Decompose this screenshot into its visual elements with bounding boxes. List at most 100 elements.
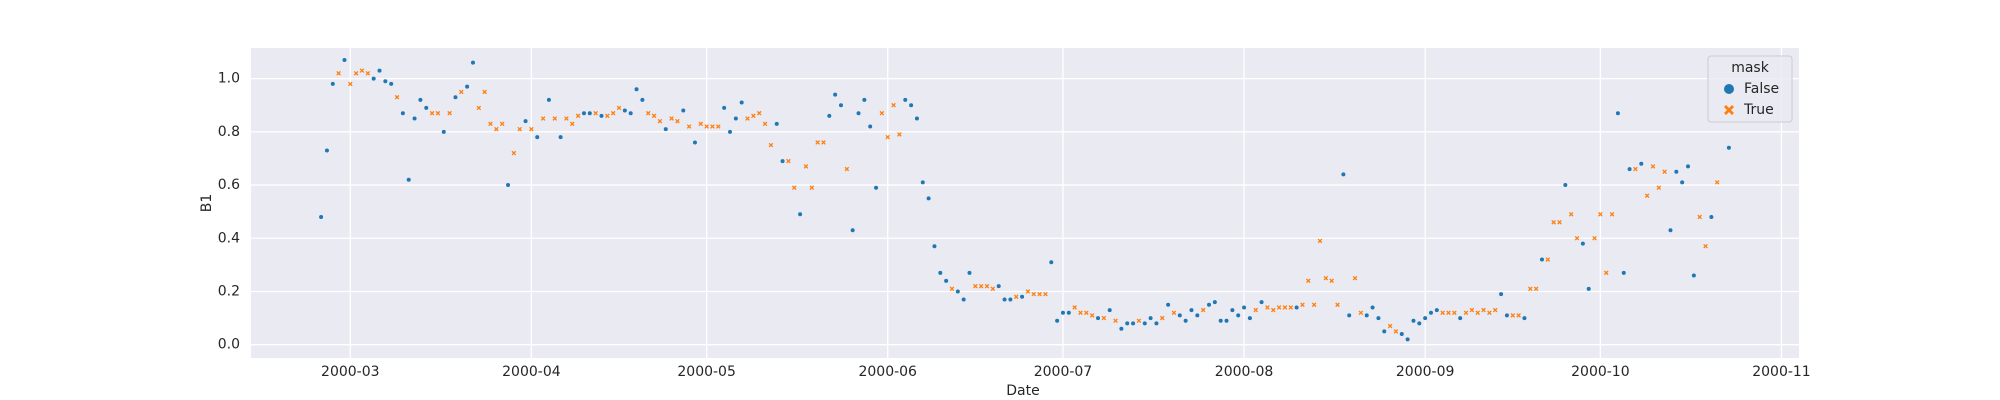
point	[389, 81, 394, 86]
point	[1633, 166, 1638, 172]
point	[1487, 310, 1492, 316]
point	[1311, 302, 1317, 308]
point	[1644, 193, 1650, 198]
point	[932, 244, 937, 249]
point	[1364, 313, 1369, 318]
point	[1276, 305, 1282, 310]
point	[1119, 326, 1124, 331]
point	[868, 124, 873, 129]
point	[1066, 310, 1071, 315]
point	[716, 124, 721, 129]
point	[1592, 235, 1597, 241]
point	[552, 116, 558, 121]
point	[1463, 310, 1469, 316]
y-axis-label: B1	[199, 194, 215, 213]
point	[1639, 161, 1644, 166]
point	[728, 129, 733, 134]
legend-title: mask	[1731, 60, 1770, 76]
point	[587, 111, 592, 116]
point	[1650, 164, 1656, 169]
point	[1171, 310, 1177, 316]
point	[1200, 307, 1206, 313]
point	[1107, 308, 1112, 313]
point	[1002, 297, 1007, 302]
point	[745, 116, 750, 121]
point	[762, 121, 768, 127]
point	[1031, 291, 1037, 297]
point	[1347, 313, 1352, 318]
point	[476, 105, 482, 111]
point	[1142, 321, 1147, 326]
point	[1452, 310, 1457, 316]
point	[1084, 310, 1089, 316]
point	[1551, 219, 1556, 225]
point	[535, 135, 540, 140]
point	[1072, 305, 1077, 310]
point	[330, 81, 335, 86]
point	[1131, 321, 1136, 326]
point	[1282, 305, 1288, 310]
point	[1136, 318, 1142, 324]
x-tick-label: 2000-04	[502, 364, 561, 380]
x-axis-label: Date	[1006, 383, 1039, 399]
point	[616, 105, 622, 111]
point	[1013, 294, 1019, 300]
point	[540, 116, 546, 121]
point	[751, 113, 756, 119]
grid	[251, 48, 1799, 358]
point	[447, 110, 452, 116]
point	[569, 121, 575, 127]
point	[429, 110, 435, 116]
point	[506, 183, 511, 188]
point	[1428, 310, 1433, 315]
point	[663, 127, 668, 132]
point	[1323, 275, 1329, 281]
point	[1458, 316, 1463, 321]
legend-marker	[1724, 84, 1734, 94]
point	[359, 68, 365, 73]
point	[798, 212, 803, 217]
point	[1481, 307, 1486, 313]
point	[1207, 302, 1212, 307]
point	[336, 70, 341, 76]
x-tick-label: 2000-07	[1034, 364, 1093, 380]
point	[815, 140, 820, 145]
point	[1358, 310, 1364, 316]
point	[733, 116, 738, 121]
point	[1393, 329, 1399, 334]
point	[1557, 219, 1562, 225]
point	[1376, 316, 1381, 321]
point	[1510, 313, 1516, 318]
marks	[319, 57, 1731, 342]
point	[348, 81, 353, 87]
point	[465, 84, 470, 89]
point	[1177, 313, 1182, 318]
point	[523, 119, 528, 124]
point	[1615, 111, 1620, 116]
plot-background	[251, 48, 1799, 358]
point	[897, 132, 902, 137]
point	[651, 113, 657, 119]
point	[774, 121, 779, 126]
point	[704, 124, 709, 129]
point	[756, 110, 762, 116]
point	[1714, 180, 1720, 185]
point	[1096, 316, 1101, 321]
point	[1382, 329, 1387, 334]
point	[1475, 310, 1481, 316]
point	[914, 116, 919, 121]
point	[1499, 292, 1504, 297]
point	[791, 185, 797, 190]
point	[1078, 310, 1083, 316]
point	[669, 116, 674, 121]
point	[1329, 278, 1334, 284]
point	[1598, 212, 1603, 217]
point	[1270, 307, 1276, 313]
point	[686, 124, 692, 129]
point	[529, 126, 534, 132]
point	[1516, 313, 1521, 318]
point	[546, 97, 551, 102]
point	[1674, 169, 1679, 174]
point	[622, 108, 627, 113]
point	[955, 289, 960, 294]
